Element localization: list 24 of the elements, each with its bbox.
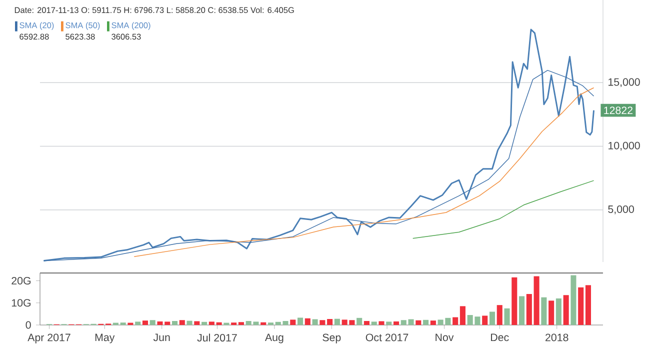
annotation: 5623.38	[66, 34, 95, 40]
y-tick-label: 0	[26, 321, 31, 329]
y-tick-label: 10,000	[608, 142, 640, 151]
legend-label: SMA (50)	[66, 22, 100, 30]
x-tick-label: Jun	[153, 334, 170, 342]
x-tick-label: Jul 2017	[197, 334, 237, 342]
x-tick-label: Oct 2017	[366, 334, 408, 342]
x-tick-label: May	[95, 334, 115, 344]
x-tick-label: Nov	[436, 334, 454, 342]
annotation: 6592.88	[20, 34, 49, 40]
legend-label: SMA (200)	[112, 22, 150, 30]
x-tick-label: Sep	[322, 334, 341, 344]
y-tick-label: 5,000	[608, 205, 634, 214]
x-tick-label: Aug	[264, 334, 284, 344]
x-tick-label: 2018	[546, 334, 568, 342]
annotation: Date: 2017-11-13 O: 5911.75 H: 6796.73 L: 5858.20 C: 6538.55 Vol: 6.405G	[14, 6, 294, 14]
x-tick-label: Apr 2017	[28, 334, 70, 344]
x-tick-label: Dec	[491, 334, 509, 342]
annotation: 3606.53	[112, 34, 141, 40]
y-tick-label: 10G	[12, 299, 31, 307]
y-tick-label: 15,000	[608, 78, 640, 88]
y-tick-label: 20G	[12, 276, 31, 285]
legend-label: SMA (20)	[20, 22, 54, 30]
annotation: 12822	[604, 106, 632, 114]
